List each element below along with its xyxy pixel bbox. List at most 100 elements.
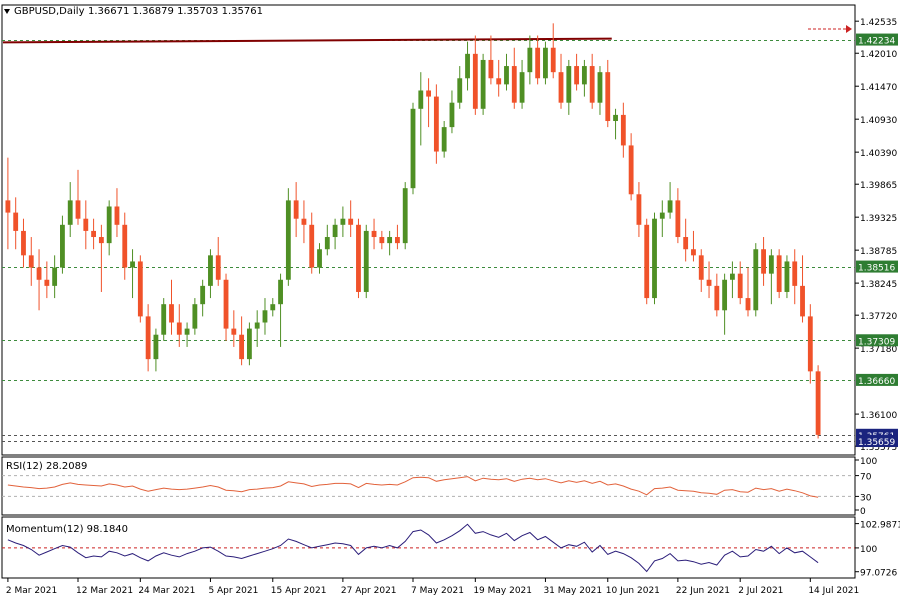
candle <box>800 255 805 323</box>
level-badge: 1.36660 <box>856 373 898 387</box>
candle-body <box>636 194 642 225</box>
candle-body <box>807 316 813 372</box>
candle-body <box>784 261 790 292</box>
resistance-trendline <box>2 37 612 44</box>
candle-body <box>667 200 673 213</box>
candle-body <box>122 224 128 268</box>
candle-body <box>317 249 322 268</box>
candle <box>543 41 548 85</box>
candle-body <box>776 255 782 292</box>
chart-shift-arrow-icon[interactable] <box>808 25 852 33</box>
candle <box>98 224 104 292</box>
candle <box>192 298 198 335</box>
candle-body <box>768 255 774 274</box>
candle-body <box>519 72 525 103</box>
candle <box>106 200 112 256</box>
candle <box>574 53 580 91</box>
triangle-down-icon[interactable] <box>4 9 10 14</box>
candle-body <box>371 230 377 238</box>
candlestick-series <box>5 23 821 439</box>
candle <box>761 237 766 286</box>
price-tick-label: 1.38245 <box>860 280 897 290</box>
candle-body <box>644 224 650 299</box>
rsi-tick-label: 100 <box>860 457 877 467</box>
candle-body <box>589 66 595 103</box>
candle-body <box>511 66 517 103</box>
candle <box>91 218 97 250</box>
candle <box>363 224 369 299</box>
candle-body <box>184 328 190 335</box>
candle-body <box>613 114 618 122</box>
candle-body <box>395 237 400 244</box>
candle-body <box>239 334 245 360</box>
candle <box>67 182 73 238</box>
candle-body <box>566 66 572 103</box>
candle-body <box>91 230 97 238</box>
candle <box>231 310 237 347</box>
candle-body <box>535 47 541 79</box>
candle <box>301 200 307 244</box>
candle-body <box>550 47 556 73</box>
date-label: 7 May 2021 <box>411 586 464 596</box>
candle-body <box>52 267 58 286</box>
date-label: 2 Mar 2021 <box>6 586 57 596</box>
candle <box>262 298 268 335</box>
candle <box>449 90 455 134</box>
candle <box>28 237 34 286</box>
candle-body <box>753 249 759 311</box>
candle <box>348 200 354 238</box>
candle-body <box>270 304 276 311</box>
candle <box>246 322 252 366</box>
candle-body <box>332 224 338 238</box>
candle-body <box>652 218 657 299</box>
candle <box>457 66 463 109</box>
level-badge-bg <box>856 334 898 347</box>
candle-body <box>161 304 167 335</box>
candle-body <box>21 230 26 256</box>
candle <box>628 133 634 201</box>
price-tick-label: 1.39325 <box>860 214 897 224</box>
candle <box>496 59 502 97</box>
candle-body <box>620 114 626 146</box>
momentum-line <box>7 523 819 573</box>
candle-body <box>130 261 135 268</box>
date-label: 24 Mar 2021 <box>138 586 195 596</box>
candle <box>605 59 611 128</box>
level-badge-bg <box>856 373 898 386</box>
candle <box>169 279 174 335</box>
candle-body <box>192 304 198 329</box>
candle <box>535 35 541 85</box>
candle <box>683 218 689 262</box>
momentum-tick-label: 100 <box>860 545 877 555</box>
price-axis: 1.42535 1.42010 1.41470 1.40930 1.40390 1.398… <box>855 18 897 453</box>
chart-header: GBPUSD,Daily 1.36671 1.36879 1.35703 1.3… <box>4 6 263 17</box>
candle <box>768 249 774 305</box>
candle <box>597 66 603 115</box>
price-tick-label: 1.42010 <box>860 50 897 60</box>
candle-body <box>301 218 307 225</box>
resistance-line <box>2 37 612 44</box>
level-badge: 1.35659 <box>856 435 898 448</box>
date-label: 5 Apr 2021 <box>208 586 258 596</box>
candle <box>652 212 657 305</box>
rsi-tick-label: 30 <box>860 493 872 503</box>
candle-body <box>504 66 509 85</box>
candle-body <box>379 237 385 244</box>
candle <box>472 35 478 115</box>
candle <box>36 249 42 311</box>
candle <box>792 249 798 305</box>
candle-body <box>800 285 805 317</box>
candle-body <box>75 200 81 219</box>
candle <box>488 35 494 85</box>
candle <box>675 188 681 244</box>
candle-body <box>745 298 751 311</box>
candle-body <box>558 72 564 103</box>
candle <box>465 41 470 91</box>
candle <box>722 273 728 335</box>
ohlc-values: 1.36671 1.36879 1.35703 1.35761 <box>88 6 263 17</box>
candle <box>340 206 346 238</box>
level-badge-label: 1.36660 <box>858 377 895 387</box>
date-label: 31 May 2021 <box>543 586 602 596</box>
date-label: 14 Jul 2021 <box>808 586 859 596</box>
